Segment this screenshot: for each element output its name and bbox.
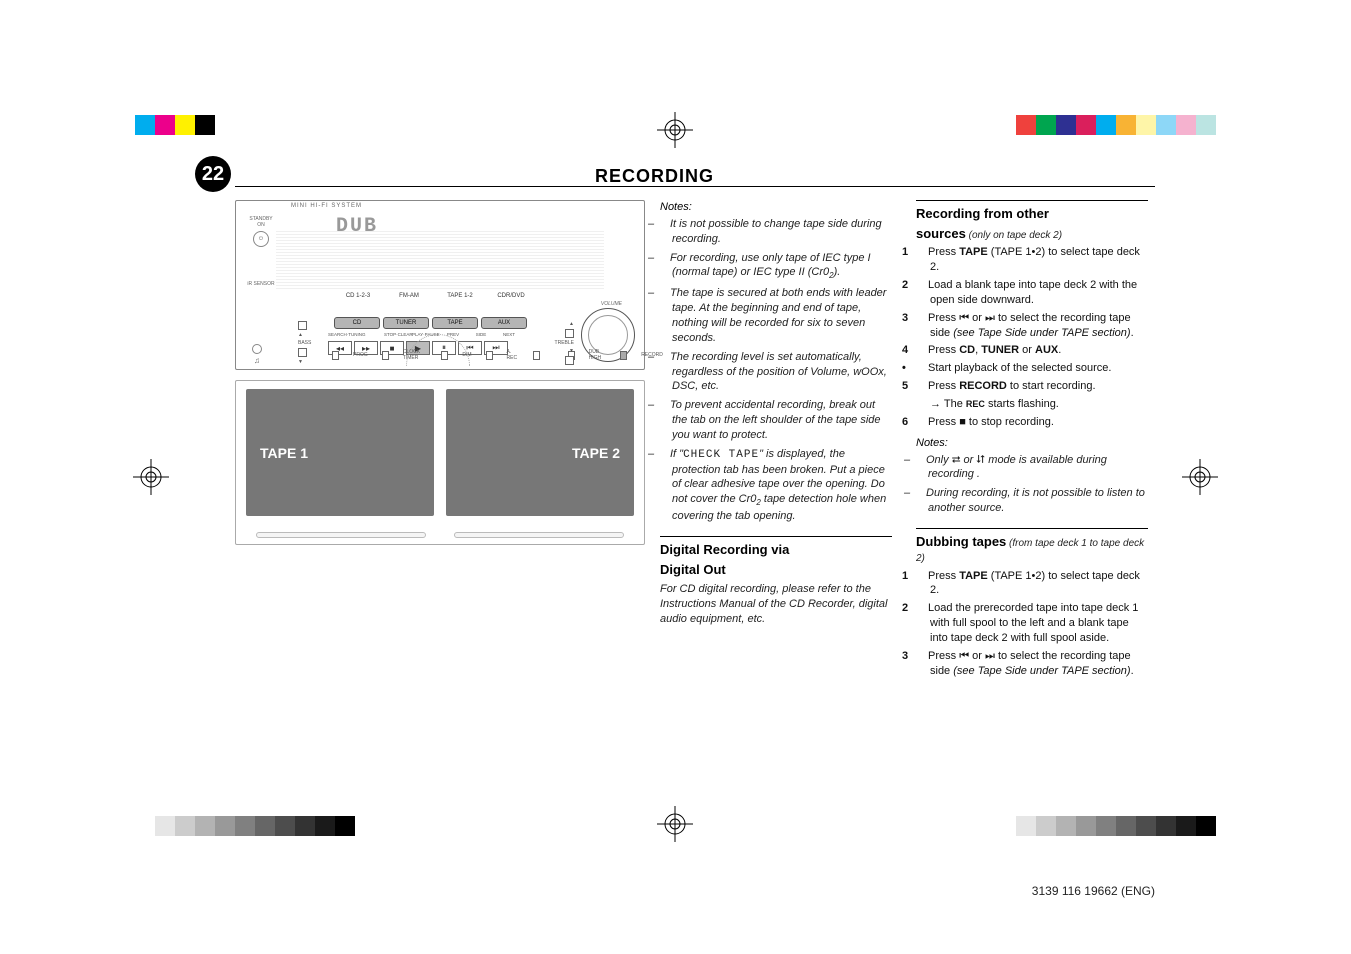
recsrc-arrow: → The REC starts flashing. bbox=[916, 397, 1148, 412]
bass-down-icon bbox=[298, 348, 307, 357]
recsrc-step-4: 4Press CD, TUNER or AUX. bbox=[916, 343, 1148, 358]
registration-target-left bbox=[133, 459, 169, 495]
standby-label: STANDBY ON ⏻ bbox=[246, 216, 276, 250]
tuner-button: TUNER bbox=[383, 317, 429, 329]
cd-button: CD bbox=[334, 317, 380, 329]
source-labels-row: CD 1-2-3 FM-AM TAPE 1-2 CDR/DVD bbox=[334, 293, 535, 299]
page-title: RECORDING bbox=[235, 165, 1155, 187]
section-rule-digital bbox=[660, 536, 892, 537]
recsrc-step-5: 5Press RECORD to start recording. bbox=[916, 379, 1148, 394]
aux-button: AUX bbox=[481, 317, 527, 329]
note-2: –For recording, use only tape of IEC typ… bbox=[660, 251, 892, 283]
page-number-badge: 22 bbox=[195, 156, 231, 192]
source-buttons-row: CD TUNER TAPE AUX bbox=[334, 317, 527, 329]
dub-step-1: 1Press TAPE (TAPE 1•2) to select tape de… bbox=[916, 569, 1148, 599]
deck2-tray bbox=[454, 532, 624, 538]
mini-hifi-label: MINI HI-FI SYSTEM bbox=[291, 203, 362, 209]
dub-step-2: 2Load the prerecorded tape into tape dec… bbox=[916, 601, 1148, 646]
deck1-label: TAPE 1 bbox=[260, 445, 308, 461]
volume-label: VOLUME bbox=[601, 301, 622, 307]
note-5: –To prevent accidental recording, break … bbox=[660, 398, 892, 443]
treble-up-icon bbox=[565, 329, 574, 338]
note-3: –The tape is secured at both ends with l… bbox=[660, 286, 892, 345]
recsrc-step-3: 3Press ⏮ or ⏭ to select the recording ta… bbox=[916, 311, 1148, 341]
ctl-lbl-side: SIDE bbox=[468, 332, 494, 337]
mini-button-row: PROGCLOCK TIMERDIMA. RECDUB HIGHRECORD bbox=[332, 349, 663, 361]
bass-up-icon bbox=[298, 321, 307, 330]
section-rule-dubbing bbox=[916, 528, 1148, 529]
tape-deck-2: TAPE 2 bbox=[446, 389, 634, 516]
recsrc-step-6: 6Press ■ to stop recording. bbox=[916, 415, 1148, 430]
bass-controls: ▲ BASS ▼ bbox=[298, 321, 311, 365]
segment-display: DUB bbox=[336, 215, 378, 238]
registration-target-top bbox=[657, 112, 693, 148]
digital-recording-title-2: Digital Out bbox=[660, 561, 892, 579]
device-panel: STANDBY ON ⏻ iR SENSOR MINI HI-FI SYSTEM… bbox=[235, 200, 645, 370]
column-1: Notes: –It is not possible to change tap… bbox=[660, 200, 892, 681]
tape-deck-1: TAPE 1 bbox=[246, 389, 434, 516]
treble-down-icon bbox=[565, 356, 574, 365]
column-2: Recording from other sources (only on ta… bbox=[916, 200, 1148, 681]
ir-sensor-label: iR SENSOR bbox=[246, 281, 276, 287]
treble-controls: ▲ TREBLE ▼ bbox=[555, 321, 574, 365]
note-6: –If "CHECK TAPE" is displayed, the prote… bbox=[660, 447, 892, 524]
page-content: 22 RECORDING STANDBY ON ⏻ iR SENSOR MINI… bbox=[195, 158, 1155, 718]
src-lbl-fmam: FM-AM bbox=[385, 293, 433, 299]
src-lbl-cd123: CD 1-2-3 bbox=[334, 293, 382, 299]
recsrc-bullet: •Start playback of the selected source. bbox=[916, 361, 1148, 376]
src-lbl-cdrdvd: CDR/DVD bbox=[487, 293, 535, 299]
jog-dial bbox=[406, 334, 470, 366]
note2-2: –During recording, it is not possible to… bbox=[916, 486, 1148, 516]
ctl-lbl-next: NEXT bbox=[496, 332, 522, 337]
ctl-lbl-search: SEARCH·TUNING bbox=[328, 332, 354, 337]
power-icon: ⏻ bbox=[253, 231, 269, 247]
tape-button: TAPE bbox=[432, 317, 478, 329]
note2-1: –Only ⮂ or ⮃ mode is available during re… bbox=[916, 453, 1148, 483]
text-columns: Notes: –It is not possible to change tap… bbox=[660, 200, 1155, 681]
recsrc-step-2: 2Load a blank tape into tape deck 2 with… bbox=[916, 278, 1148, 308]
registration-bottom-right bbox=[996, 813, 1216, 839]
treble-label: TREBLE bbox=[555, 340, 574, 346]
registration-top-right bbox=[1016, 115, 1216, 135]
tape-deck-body: TAPE 1 TAPE 2 bbox=[235, 380, 645, 545]
deck2-label: TAPE 2 bbox=[572, 445, 620, 461]
registration-target-bottom bbox=[657, 806, 693, 842]
recsrc-step-1: 1Press TAPE (TAPE 1•2) to select tape de… bbox=[916, 245, 1148, 275]
notes2-heading: Notes: bbox=[916, 436, 1148, 451]
registration-bottom-left bbox=[135, 813, 355, 839]
standby-text: STANDBY ON bbox=[249, 216, 272, 228]
bass-label: BASS bbox=[298, 340, 311, 346]
dubbing-title: Dubbing tapes (from tape deck 1 to tape … bbox=[916, 533, 1148, 566]
digital-recording-title-1: Digital Recording via bbox=[660, 541, 892, 559]
headphone-icon: ♫ bbox=[254, 356, 260, 365]
dub-step-3: 3Press ⏮ or ⏭ to select the recording ta… bbox=[916, 649, 1148, 679]
mode-b-icon: ⮃ bbox=[976, 454, 985, 466]
mode-a-icon: ⮂ bbox=[952, 454, 961, 466]
section-rule-recording bbox=[916, 200, 1148, 201]
title-rule bbox=[235, 186, 1155, 187]
src-lbl-tape12: TAPE 1-2 bbox=[436, 293, 484, 299]
notes-heading: Notes: bbox=[660, 200, 892, 215]
device-illustration: STANDBY ON ⏻ iR SENSOR MINI HI-FI SYSTEM… bbox=[235, 200, 645, 550]
deck1-tray bbox=[256, 532, 426, 538]
display-grid bbox=[276, 231, 604, 291]
recording-sources-sub: sources (only on tape deck 2) bbox=[916, 225, 1148, 243]
digital-recording-body: For CD digital recording, please refer t… bbox=[660, 582, 892, 627]
note-4: –The recording level is set automaticall… bbox=[660, 350, 892, 395]
recording-sources-title: Recording from other bbox=[916, 205, 1148, 223]
headphone-jack: ♫ bbox=[244, 342, 270, 365]
registration-top-left bbox=[135, 115, 215, 135]
registration-target-right bbox=[1182, 459, 1218, 495]
ctl-lbl-stop: STOP·CLEAR bbox=[384, 332, 410, 337]
note-1: –It is not possible to change tape side … bbox=[660, 217, 892, 247]
footer-code: 3139 116 19662 (ENG) bbox=[1032, 884, 1155, 898]
